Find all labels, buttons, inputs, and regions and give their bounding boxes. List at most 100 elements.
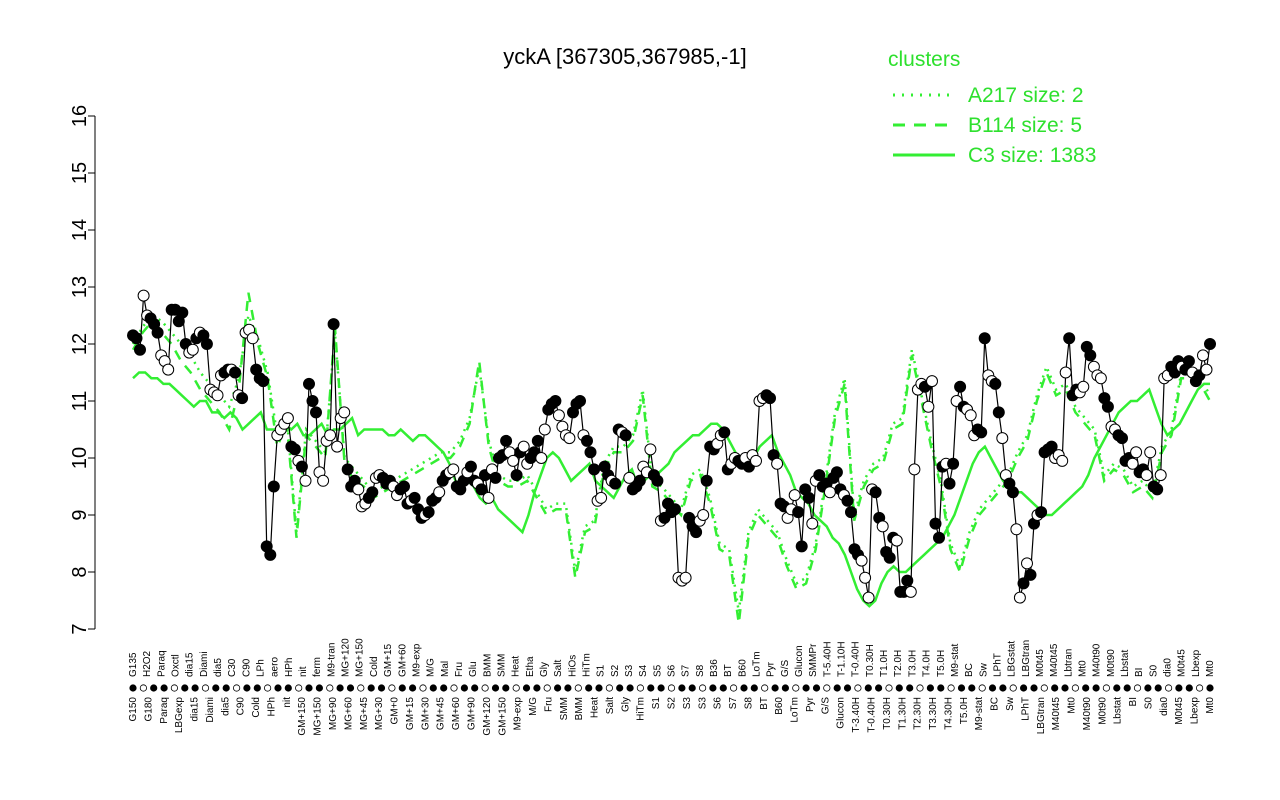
data-point <box>595 491 608 504</box>
x-category-label: G135 <box>128 652 139 677</box>
data-point <box>830 466 843 479</box>
x-rug-marker <box>678 684 686 692</box>
data-point <box>531 434 544 447</box>
x-category-label: dia15 <box>190 697 201 722</box>
x-rug-marker <box>957 684 966 692</box>
x-category-label: T1.0H <box>879 650 890 677</box>
x-category-label: GM+0 <box>390 697 401 725</box>
x-rug-marker <box>1123 684 1131 692</box>
x-category-label: Glucon <box>836 697 847 729</box>
x-category-label: S2 <box>610 664 621 677</box>
data-point <box>1151 483 1164 496</box>
data-point <box>788 489 801 502</box>
x-category-label: GM+15 <box>405 697 416 731</box>
data-point <box>584 446 597 459</box>
x-rug-marker <box>1185 684 1193 692</box>
x-category-label: nit <box>298 666 309 677</box>
data-point <box>1056 454 1069 467</box>
x-rug-marker <box>833 684 841 692</box>
x-category-label: MG+120 <box>341 638 352 677</box>
x-category-label: T-3.40H <box>851 697 862 733</box>
x-rug-marker <box>170 684 178 692</box>
x-category-label: Lbexp <box>1191 649 1202 677</box>
data-point <box>257 375 270 388</box>
x-rug-marker <box>460 684 468 692</box>
data-point <box>303 377 315 390</box>
x-category-label: Fru <box>454 662 465 677</box>
x-rug-marker <box>616 684 624 692</box>
x-category-label: BT <box>759 697 770 710</box>
x-category-label: LBGexp <box>174 697 185 734</box>
x-rug-marker <box>595 684 603 692</box>
x-rug-marker <box>222 684 230 692</box>
x-rug-marker <box>1051 684 1059 692</box>
x-category-label: Salt <box>553 660 564 677</box>
x-rug-marker <box>792 684 800 692</box>
data-point <box>1200 363 1213 376</box>
x-category-label: nit <box>282 697 293 708</box>
x-rug-marker <box>377 684 386 692</box>
x-rug-marker <box>750 684 758 692</box>
data-point <box>841 494 854 507</box>
data-point <box>535 452 548 464</box>
data-point <box>563 432 576 445</box>
x-category-label: Mal <box>440 661 451 677</box>
x-rug-marker <box>181 684 189 692</box>
x-rug-marker <box>1144 684 1152 692</box>
data-point <box>246 332 259 345</box>
x-category-label: T0.30H <box>882 697 893 730</box>
x-rug-marker <box>937 684 945 692</box>
x-category-label: S5 <box>652 664 663 677</box>
y-tick-label: 9 <box>69 509 91 520</box>
x-category-label: BC <box>964 663 975 677</box>
x-rug-marker <box>740 684 748 692</box>
data-point <box>1094 372 1107 385</box>
data-point <box>996 432 1009 445</box>
data-point <box>464 460 477 473</box>
x-rug-marker <box>150 684 158 692</box>
x-category-label: M9-exp <box>513 697 524 731</box>
x-category-label: Lbstat <box>1120 650 1131 677</box>
x-rug-marker <box>253 684 261 692</box>
x-rug-marker <box>864 684 872 692</box>
data-point <box>750 454 762 467</box>
x-category-label: GM+150 <box>297 697 308 736</box>
x-rug-marker <box>450 684 458 692</box>
x-rug-marker <box>885 684 893 692</box>
x-rug-marker <box>491 684 500 692</box>
x-rug-marker <box>1206 684 1214 692</box>
x-category-label: Paraq <box>156 650 167 677</box>
x-category-label: T4.0H <box>922 650 933 677</box>
x-rug-marker <box>284 684 292 692</box>
x-category-label: C90 <box>236 697 247 716</box>
legend: clusters A217 size: 2 B114 size: 5 C3 si… <box>888 48 1096 167</box>
data-point <box>1197 349 1209 362</box>
x-rug-marker <box>502 684 510 692</box>
x-category-label: T-1.10H <box>837 641 848 677</box>
data-point <box>1204 338 1216 350</box>
x-category-label: MG+60 <box>343 697 354 731</box>
data-point <box>943 477 956 490</box>
data-point <box>366 486 379 499</box>
x-category-label: S1 <box>596 664 607 677</box>
data-point <box>482 491 495 504</box>
series-line-c3 <box>132 371 1210 608</box>
data-point <box>1084 349 1097 362</box>
data-point <box>823 486 836 499</box>
x-category-label: T1.30H <box>897 697 908 730</box>
x-category-label: GM+30 <box>420 697 431 731</box>
x-category-label: dia5 <box>213 658 224 677</box>
data-point <box>929 517 942 530</box>
data-point <box>718 426 731 439</box>
data-point <box>186 343 199 356</box>
x-category-label: M40t45 <box>1049 643 1060 677</box>
x-category-label: BI <box>1128 697 1139 706</box>
x-rug-marker <box>1071 684 1080 692</box>
x-category-label: Mt0 <box>1067 697 1078 714</box>
x-category-label: Paraq <box>159 697 170 724</box>
x-category-label: Glucon <box>794 645 805 677</box>
x-category-label: HiOs <box>567 655 578 677</box>
x-category-label: LoTm <box>752 651 763 677</box>
x-rug-marker <box>243 684 251 692</box>
x-rug-marker <box>326 684 334 692</box>
